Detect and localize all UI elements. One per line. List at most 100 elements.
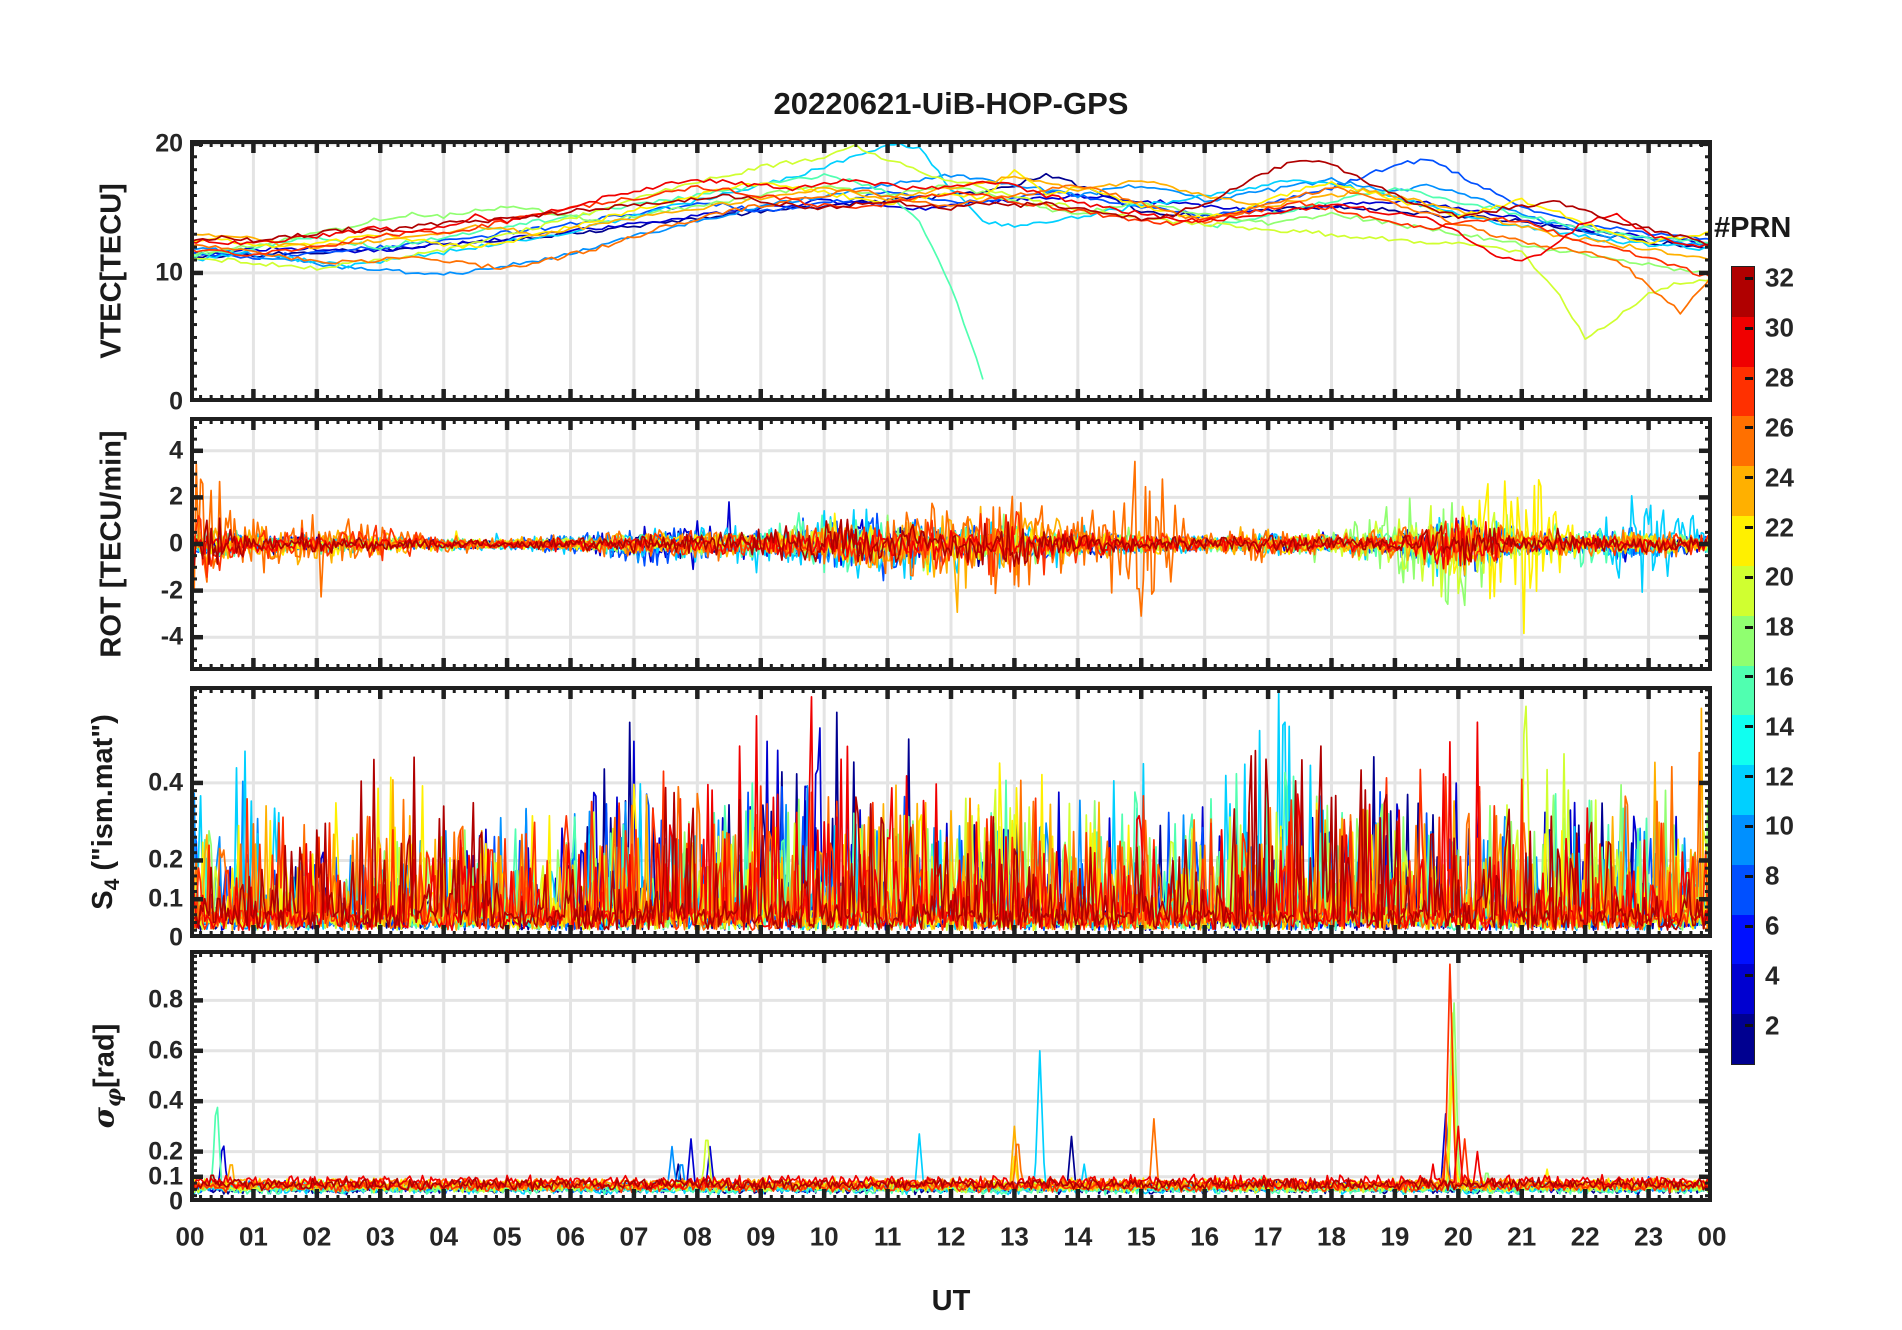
plot-rot	[190, 417, 1712, 671]
colorbar-tick-label: 26	[1765, 412, 1794, 443]
colorbar-tick-label: 22	[1765, 512, 1794, 543]
series-prn-24	[190, 175, 1712, 261]
colorbar-segment	[1732, 465, 1754, 517]
colorbar-tick-label: 24	[1765, 462, 1794, 493]
y-tick-label: 0.2	[148, 845, 183, 874]
colorbar-tick-label: 10	[1765, 810, 1794, 841]
series-prn-19	[190, 143, 1712, 340]
x-tick-label: 05	[492, 1221, 522, 1252]
y-tick-label: 0	[169, 923, 183, 952]
y-tick-label: 0.6	[148, 1036, 183, 1065]
y-tick-label: 0.4	[148, 1086, 183, 1115]
x-tick-label: 23	[1634, 1221, 1664, 1252]
colorbar-segment	[1732, 914, 1754, 965]
panel-s4	[190, 686, 1712, 938]
series-prn-7	[190, 158, 1712, 261]
y-tick-label: 0.8	[148, 985, 183, 1014]
colorbar-tick-label: 20	[1765, 561, 1794, 592]
plot-border	[190, 950, 1712, 1202]
colorbar-tick-label: 14	[1765, 711, 1794, 742]
series-prn-32	[190, 745, 1711, 931]
colorbar-segment	[1732, 814, 1754, 865]
colorbar-segment	[1732, 366, 1754, 417]
colorbar-tick-label: 16	[1765, 661, 1794, 692]
sigma-label-rest: [rad]	[88, 1023, 121, 1089]
plot-border	[190, 140, 1712, 402]
x-tick-label: 21	[1507, 1221, 1537, 1252]
x-tick-label: 20	[1443, 1221, 1473, 1252]
colorbar-tick-label: 28	[1765, 362, 1794, 393]
y-tick-label: 0.1	[148, 1162, 183, 1191]
sigma-label-main: σ	[86, 1107, 121, 1129]
colorbar-segment	[1732, 415, 1754, 467]
rot-axis-label: ROT [TECU/min]	[95, 430, 128, 658]
plot-border	[190, 686, 1712, 938]
plot-sigma_phi	[190, 950, 1712, 1202]
series-prn-4	[190, 193, 1712, 257]
plot-border	[190, 417, 1712, 671]
x-tick-label: 04	[429, 1221, 459, 1252]
colorbar-tick-label: 8	[1765, 860, 1780, 891]
colorbar-tick-label: 6	[1765, 910, 1780, 941]
s4-label-main: S	[87, 890, 120, 910]
x-tick-label: 15	[1126, 1221, 1156, 1252]
colorbar-segment	[1732, 714, 1754, 766]
x-tick-label: 12	[936, 1221, 966, 1252]
colorbar-tick-label: 32	[1765, 262, 1794, 293]
plot-s4	[190, 686, 1712, 938]
x-tick-label: 09	[746, 1221, 776, 1252]
series-prn-28	[190, 184, 1712, 279]
colorbar-segment	[1732, 266, 1754, 317]
x-tick-label: 16	[1190, 1221, 1220, 1252]
colorbar-segment	[1732, 515, 1754, 566]
x-tick-label: 18	[1317, 1221, 1346, 1252]
panel-sigma-phi	[190, 950, 1712, 1202]
colorbar-segment	[1732, 615, 1754, 666]
sigma-label-sub: φ	[100, 1088, 126, 1108]
s4-label-rest: ("ism.mat")	[87, 714, 120, 879]
y-tick-label: 2	[169, 482, 183, 511]
x-tick-label: 13	[999, 1221, 1029, 1252]
x-tick-label: 22	[1570, 1221, 1600, 1252]
colorbar-tick-label: 12	[1765, 761, 1794, 792]
y-tick-label: 0	[169, 1187, 183, 1216]
colorbar-tick-label: 30	[1765, 312, 1794, 343]
y-tick-label: 4	[169, 436, 183, 465]
panel-vtec	[190, 140, 1712, 402]
y-tick-label: 0.1	[148, 884, 183, 913]
series-prn-32	[190, 1174, 1711, 1192]
x-tick-label: 01	[238, 1221, 268, 1252]
series-prn-10	[190, 173, 1712, 276]
colorbar-segment	[1732, 963, 1754, 1015]
series-prn-32	[190, 510, 1711, 568]
x-tick-label: 11	[873, 1221, 902, 1252]
x-tick-label: 08	[682, 1221, 712, 1252]
series-prn-12	[190, 142, 1712, 269]
plot-vtec	[190, 140, 1712, 402]
colorbar-segment	[1732, 316, 1754, 367]
y-tick-label: 20	[155, 129, 183, 158]
series-prn-29	[190, 178, 1712, 262]
s4-label-sub: 4	[100, 878, 124, 891]
vtec-axis-label: VTEC[TECU]	[95, 183, 128, 359]
x-tick-label: 07	[619, 1221, 649, 1252]
colorbar-segment	[1732, 864, 1754, 915]
s4-axis-label: S4 ("ism.mat")	[87, 714, 125, 910]
x-tick-label: 14	[1063, 1221, 1093, 1252]
series-prn-29	[190, 516, 1711, 570]
x-tick-label: 03	[365, 1221, 395, 1252]
y-tick-label: 0	[169, 529, 183, 558]
x-tick-label: 19	[1380, 1221, 1410, 1252]
figure-title: 20220621-UiB-HOP-GPS	[773, 86, 1129, 121]
colorbar	[1731, 266, 1755, 1065]
panel-rot	[190, 417, 1712, 671]
colorbar-segment	[1732, 665, 1754, 716]
y-tick-label: -2	[160, 576, 183, 605]
y-tick-label: 0	[169, 387, 183, 416]
colorbar-segment	[1732, 1013, 1754, 1064]
x-tick-label: 00	[175, 1221, 205, 1252]
colorbar-segment	[1732, 565, 1754, 616]
x-tick-label: 00	[1697, 1221, 1727, 1252]
series-prn-32	[190, 159, 1712, 246]
